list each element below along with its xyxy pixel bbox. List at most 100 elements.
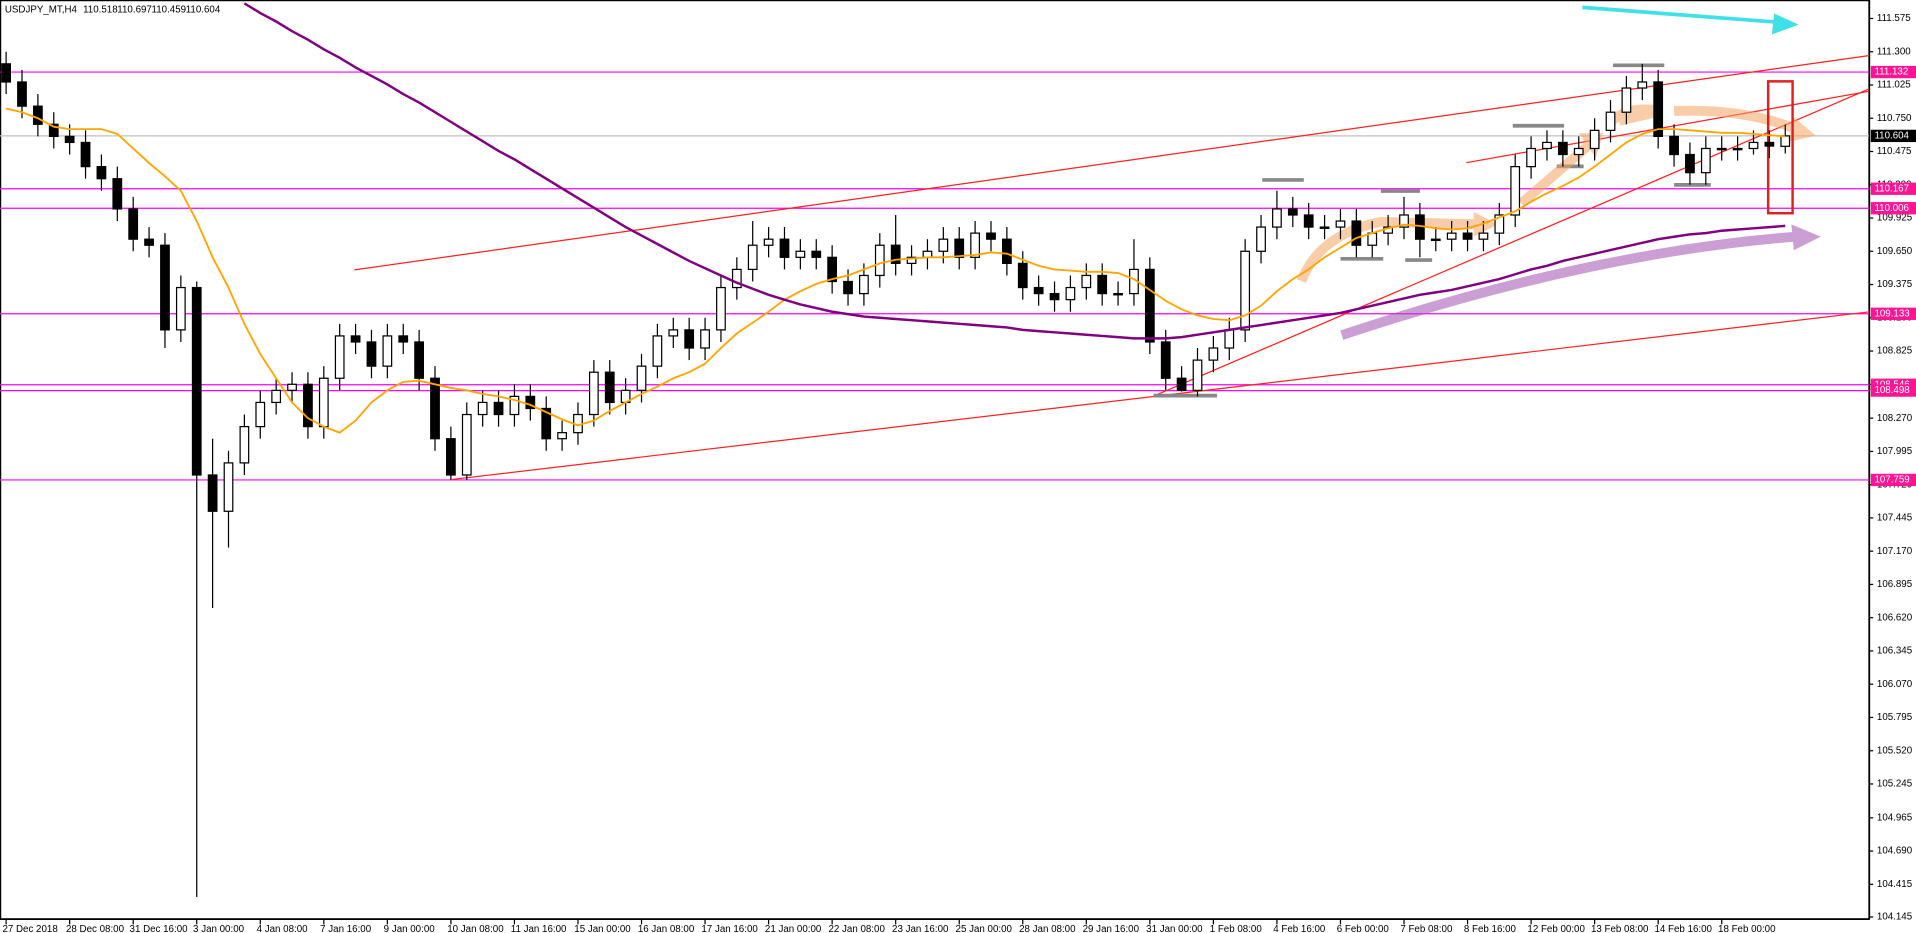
arrow-head	[1788, 117, 1816, 142]
candle-body	[1192, 359, 1203, 391]
candle-body	[1621, 87, 1632, 113]
candle-body	[477, 401, 488, 416]
x-tick-label: 7 Feb 08:00	[1400, 924, 1453, 933]
candle-body	[493, 401, 504, 416]
y-tick-label: 109.650	[1877, 246, 1913, 257]
candle-body	[287, 383, 297, 391]
x-tick-label: 23 Jan 16:00	[892, 924, 949, 933]
arrow-head	[1771, 13, 1799, 35]
candle-body	[1589, 129, 1600, 150]
candle-body	[859, 274, 869, 295]
candle-body	[1097, 274, 1108, 295]
x-tick-label: 4 Feb 16:00	[1273, 924, 1326, 933]
candle-body	[1748, 141, 1759, 150]
trend-line	[1154, 88, 1870, 397]
plot-layer	[1, 2, 1870, 898]
header-open: 110.518	[83, 4, 118, 15]
x-tick-label: 22 Jan 08:00	[828, 924, 885, 933]
y-tick-label: 104.965	[1877, 812, 1913, 823]
candle-body	[48, 123, 59, 138]
candle-body	[414, 341, 425, 379]
candle-body	[1113, 292, 1123, 296]
y-tick-label: 105.795	[1877, 712, 1913, 723]
candle-body	[382, 335, 393, 367]
arrow-head	[1791, 224, 1821, 251]
x-tick-label: 10 Jan 08:00	[447, 924, 504, 933]
y-tick-label: 104.145	[1877, 912, 1913, 923]
candle-body	[271, 389, 282, 404]
y-tick-label: 106.895	[1877, 579, 1913, 590]
candle-body	[1653, 81, 1664, 138]
candle-body	[1, 63, 11, 83]
candle-body	[843, 280, 853, 295]
candle-body	[303, 383, 313, 428]
header-close: 110.604	[186, 4, 221, 15]
candle-body	[64, 135, 75, 144]
candle-body	[1700, 147, 1711, 174]
candle-body	[1732, 147, 1743, 151]
candle-body	[1430, 238, 1441, 242]
level-label: 107.759	[1874, 475, 1909, 486]
y-tick-label: 109.925	[1877, 213, 1913, 224]
candle-body	[350, 335, 361, 343]
purple-arrow	[1340, 224, 1821, 340]
y-tick-label: 107.445	[1877, 512, 1913, 523]
level-label: 110.006	[1874, 203, 1909, 214]
candle-body	[144, 238, 154, 246]
x-tick-label: 12 Feb 00:00	[1527, 924, 1585, 933]
candle-body	[175, 286, 186, 331]
level-label-box	[1870, 65, 1916, 79]
candle-body	[938, 238, 949, 252]
candle-body	[430, 377, 440, 440]
candle-body	[1510, 166, 1521, 216]
highlight-box	[1766, 80, 1794, 215]
x-tick-label: 18 Feb 00:00	[1718, 924, 1776, 933]
x-tick-label: 7 Jan 16:00	[320, 924, 372, 933]
candle-body	[191, 286, 202, 476]
y-tick-label: 107.995	[1877, 446, 1913, 457]
candle-body	[1478, 232, 1489, 240]
y-tick-label: 111.300	[1877, 46, 1911, 57]
candle-body	[1033, 286, 1044, 295]
candle-body	[207, 474, 218, 512]
candle-body	[1351, 220, 1362, 246]
indicator-line	[5, 107, 1786, 434]
candle-body	[1494, 214, 1505, 234]
candle-body	[1081, 274, 1092, 289]
x-tick-label: 6 Feb 00:00	[1337, 924, 1390, 933]
candle-body	[1764, 141, 1775, 147]
candle-body	[652, 335, 663, 367]
candle-body	[1780, 135, 1791, 147]
y-tick-label: 104.415	[1877, 879, 1913, 890]
candle-body	[318, 377, 329, 428]
x-tick-label: 11 Jan 16:00	[511, 924, 567, 933]
level-label-box	[1870, 384, 1916, 397]
candle-body	[525, 395, 536, 410]
candle-body	[80, 141, 91, 168]
candle-body	[1446, 232, 1457, 240]
level-label: 109.133	[1874, 308, 1910, 319]
arrow	[1340, 231, 1797, 340]
candle-body	[1176, 377, 1187, 391]
y-tick-label: 109.375	[1877, 279, 1913, 290]
y-tick-label: 105.245	[1877, 779, 1913, 790]
candle-body	[636, 365, 647, 391]
candle-body	[541, 407, 552, 440]
y-tick-label: 106.070	[1877, 679, 1913, 690]
x-tick-label: 15 Jan 00:00	[574, 924, 631, 933]
candle-body	[96, 166, 107, 180]
x-tick-label: 28 Dec 08:00	[66, 924, 125, 933]
y-tick-label: 110.750	[1877, 113, 1912, 124]
candle-body	[1669, 135, 1679, 156]
x-tick-label: 13 Feb 08:00	[1591, 924, 1649, 933]
candle-body	[763, 238, 774, 246]
candle-body	[1573, 147, 1584, 156]
candle-body	[986, 232, 996, 240]
indicator-line	[243, 2, 1786, 340]
y-tick-label: 106.620	[1877, 612, 1913, 623]
x-tick-label: 28 Jan 08:00	[1019, 924, 1076, 933]
candle-body	[509, 395, 520, 416]
y-tick-label: 107.170	[1877, 546, 1913, 557]
